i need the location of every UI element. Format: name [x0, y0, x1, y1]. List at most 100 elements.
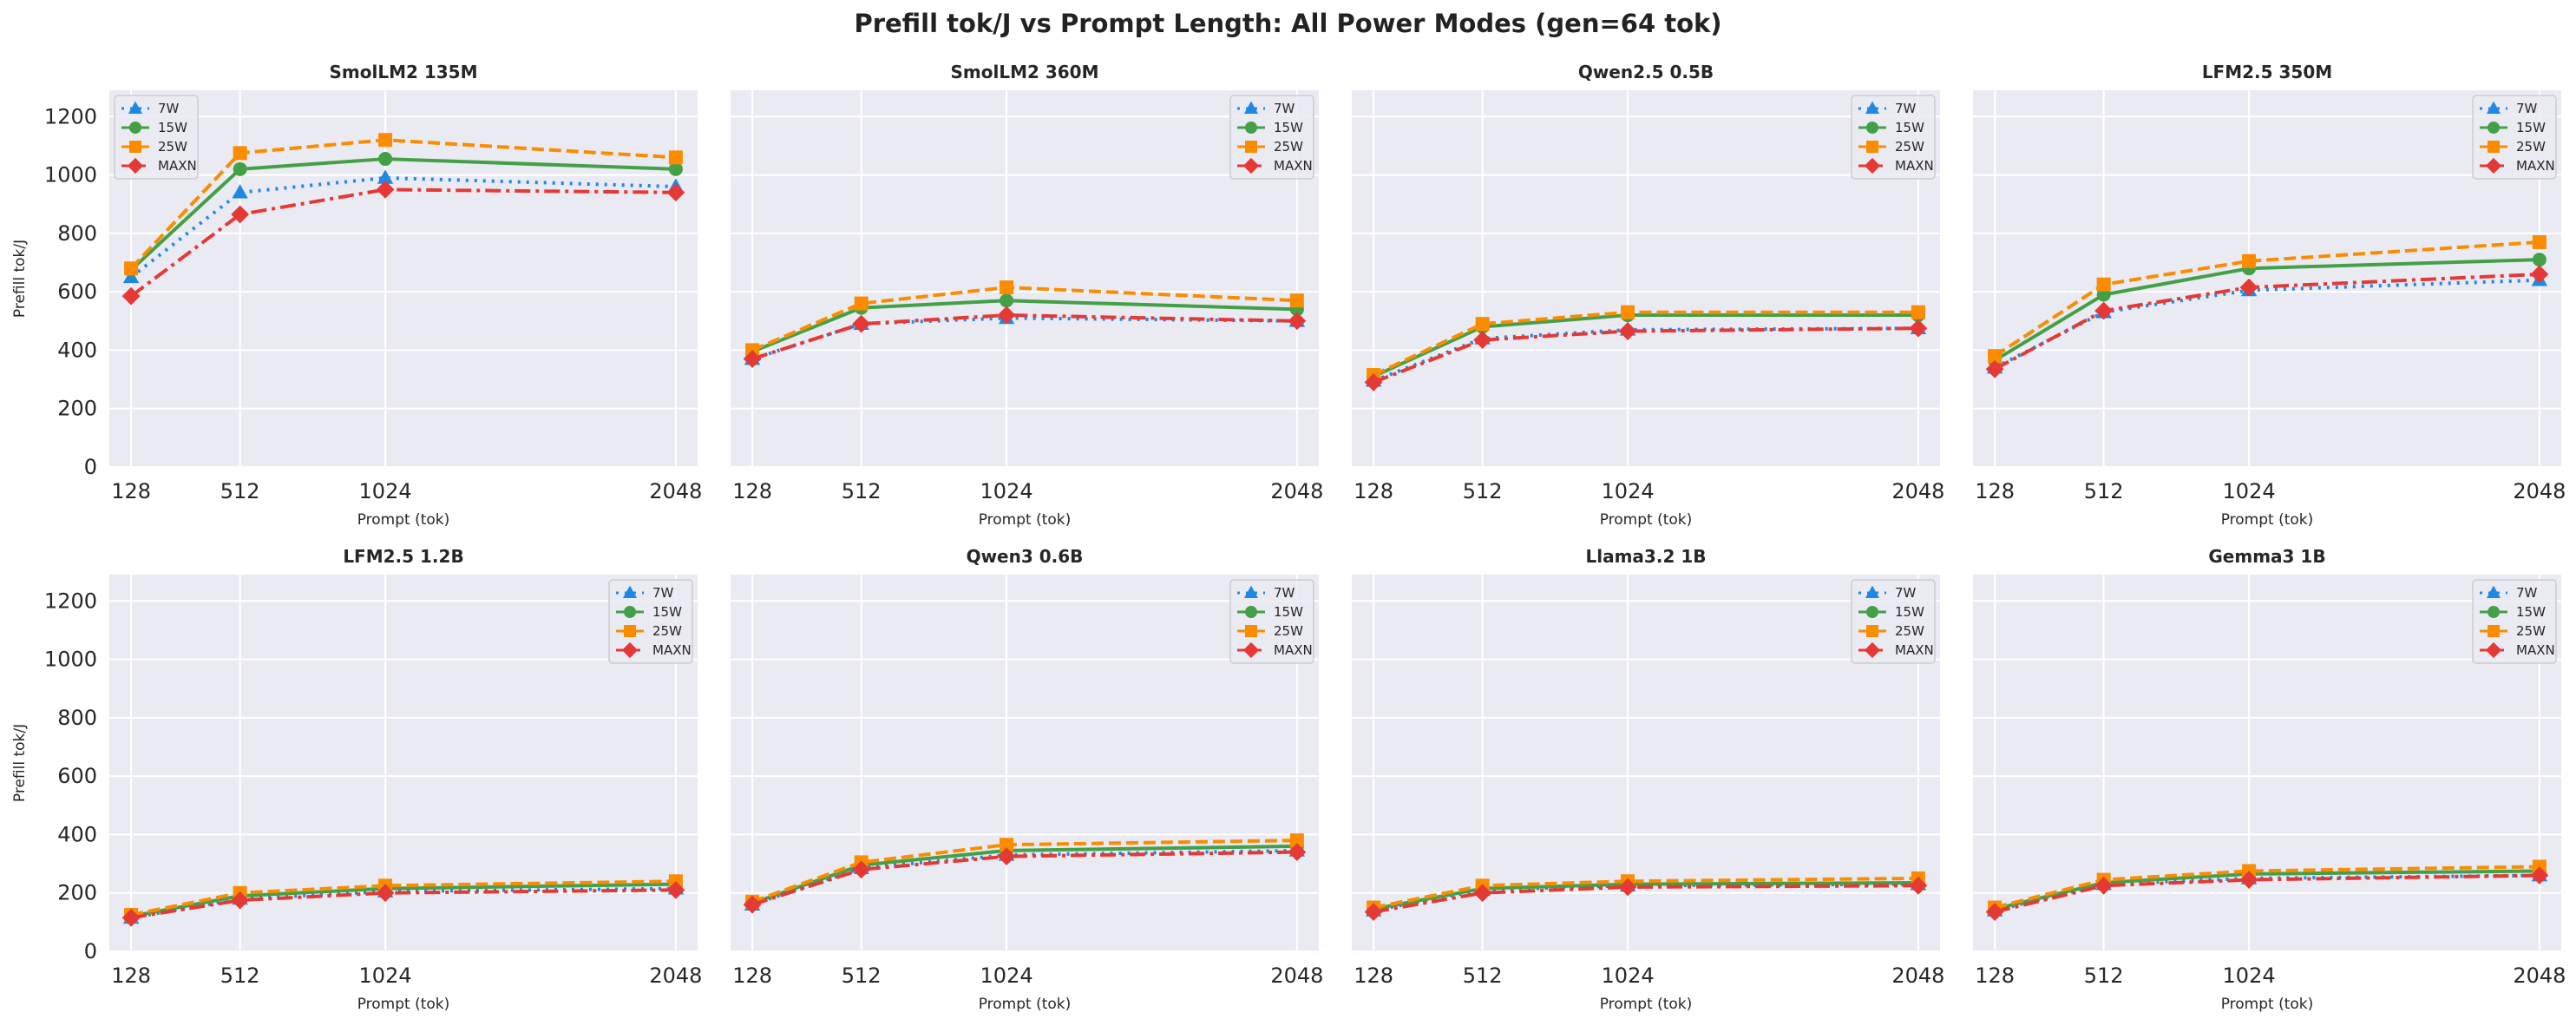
data-point — [233, 161, 247, 176]
data-point — [1364, 373, 1383, 391]
data-point — [666, 183, 685, 202]
legend-marker — [129, 122, 141, 134]
legend-label: MAXN — [1895, 158, 1934, 174]
x-tick-label: 2048 — [649, 479, 702, 503]
legend-marker — [2486, 101, 2501, 114]
x-tick-label: 1024 — [980, 964, 1033, 988]
legend-marker — [1865, 101, 1880, 114]
legend-label: 7W — [652, 585, 674, 601]
data-point — [1985, 359, 2004, 378]
panel-smollm2-360m: 128 512 1024 2048 SmolLM2 360M Prompt (tok) 7W… — [731, 62, 1323, 529]
legend: 7W 15W 25W MAXN — [2472, 95, 2557, 180]
x-tick-label: 128 — [732, 964, 772, 988]
legend: 7W 15W 25W MAXN — [114, 95, 199, 180]
y-tick-label: 800 — [57, 221, 97, 246]
legend-marker — [1243, 585, 1259, 598]
legend-label: 15W — [1895, 120, 1924, 135]
x-tick-label: 512 — [842, 479, 882, 503]
legend-marker — [1864, 157, 1881, 174]
series-line — [1373, 313, 1918, 378]
data-point — [2530, 866, 2549, 885]
x-tick-label: 1024 — [980, 479, 1033, 503]
legend-label: 15W — [1895, 604, 1924, 620]
data-point — [1985, 903, 2004, 921]
x-tick-label: 128 — [1975, 479, 2015, 503]
legend-marker — [2488, 625, 2500, 637]
data-point — [852, 860, 871, 879]
legend: 7W 15W 25W MAXN — [1229, 95, 1314, 180]
legend-label: MAXN — [1274, 642, 1313, 658]
series-line — [751, 299, 1297, 353]
plot-area — [109, 90, 698, 467]
legend-marker — [1866, 606, 1878, 618]
series-line — [130, 879, 676, 917]
legend-label: MAXN — [2516, 158, 2555, 174]
series-maxn — [743, 843, 1307, 914]
legend-marker — [129, 141, 141, 153]
legend-marker — [1245, 625, 1257, 637]
legend-marker — [1242, 641, 1260, 659]
panel-qwen2-5-0-5b: 128 512 1024 2048 Qwen2.5 0.5B Prompt (tok) 7W… — [1352, 62, 1944, 529]
legend-label: 15W — [652, 604, 682, 620]
series-maxn — [1364, 319, 1928, 391]
series-line — [751, 844, 1297, 905]
data-point — [2532, 253, 2547, 267]
x-tick-label: 1024 — [1602, 964, 1655, 988]
x-tick-label: 2048 — [2513, 964, 2566, 988]
data-point — [2239, 278, 2258, 297]
data-point — [1988, 349, 2002, 364]
legend-label: MAXN — [1274, 158, 1313, 174]
legend-label: 25W — [2516, 623, 2546, 639]
legend-label: 15W — [1274, 120, 1303, 135]
series-maxn — [121, 180, 685, 306]
x-tick-label: 2048 — [649, 964, 702, 988]
data-point — [377, 169, 394, 184]
legend-marker — [2488, 141, 2500, 153]
series-25w — [1988, 234, 2547, 364]
data-point — [1473, 884, 1492, 903]
legend: 7W 15W 25W MAXN — [1851, 95, 1936, 180]
legend-marker — [1866, 625, 1878, 637]
legend-label: 7W — [2516, 585, 2538, 601]
figure-title: Prefill tok/J vs Prompt Length: All Powe… — [854, 9, 1722, 38]
data-point — [1473, 331, 1492, 350]
plot-area — [731, 90, 1319, 467]
legend-marker — [127, 157, 144, 174]
x-tick-label: 2048 — [1891, 964, 1944, 988]
series-maxn — [1985, 265, 2549, 378]
data-point — [1618, 878, 1637, 897]
series-line — [1373, 880, 1918, 911]
series-line — [1373, 310, 1918, 377]
legend-marker — [1245, 141, 1257, 153]
legend-label: 7W — [1274, 101, 1295, 116]
y-tick-label: 0 — [84, 455, 97, 479]
panel-gemma3-1b: 128 512 1024 2048 Gemma3 1B Prompt (tok) 7W 15W… — [1973, 546, 2566, 1013]
data-point — [2530, 265, 2549, 284]
legend-label: 7W — [2516, 101, 2538, 116]
data-point — [124, 261, 139, 276]
y-tick-label: 400 — [57, 822, 97, 846]
x-tick-label: 1024 — [2223, 964, 2276, 988]
series-line — [751, 313, 1297, 361]
data-point — [231, 205, 250, 224]
series-line — [130, 888, 676, 920]
panel-llama3-2-1b: 128 512 1024 2048 Llama3.2 1B Prompt (tok) 7W 1… — [1352, 546, 1944, 1013]
x-axis-label: Prompt (tok) — [1600, 511, 1693, 529]
series-line — [1994, 240, 2540, 358]
panel-lfm2-5-1-2b: 0 200 400 600 800 1000 1200 128 512 1024 2048 LFM2.… — [11, 546, 702, 1013]
data-point — [1911, 305, 1925, 319]
legend-marker — [2485, 641, 2502, 659]
legend-marker — [1864, 641, 1881, 659]
x-tick-label: 512 — [842, 964, 882, 988]
series-line — [1994, 865, 2540, 910]
data-point — [743, 350, 762, 368]
legend-marker — [2488, 606, 2500, 618]
legend-label: 25W — [1895, 623, 1924, 639]
series-line — [129, 187, 676, 298]
y-tick-label: 1000 — [44, 163, 97, 187]
legend-marker — [1245, 606, 1257, 618]
panel-title: Gemma3 1B — [2208, 546, 2325, 567]
series-line — [1373, 326, 1918, 385]
legend-marker — [621, 641, 639, 659]
data-point — [1909, 876, 1928, 895]
